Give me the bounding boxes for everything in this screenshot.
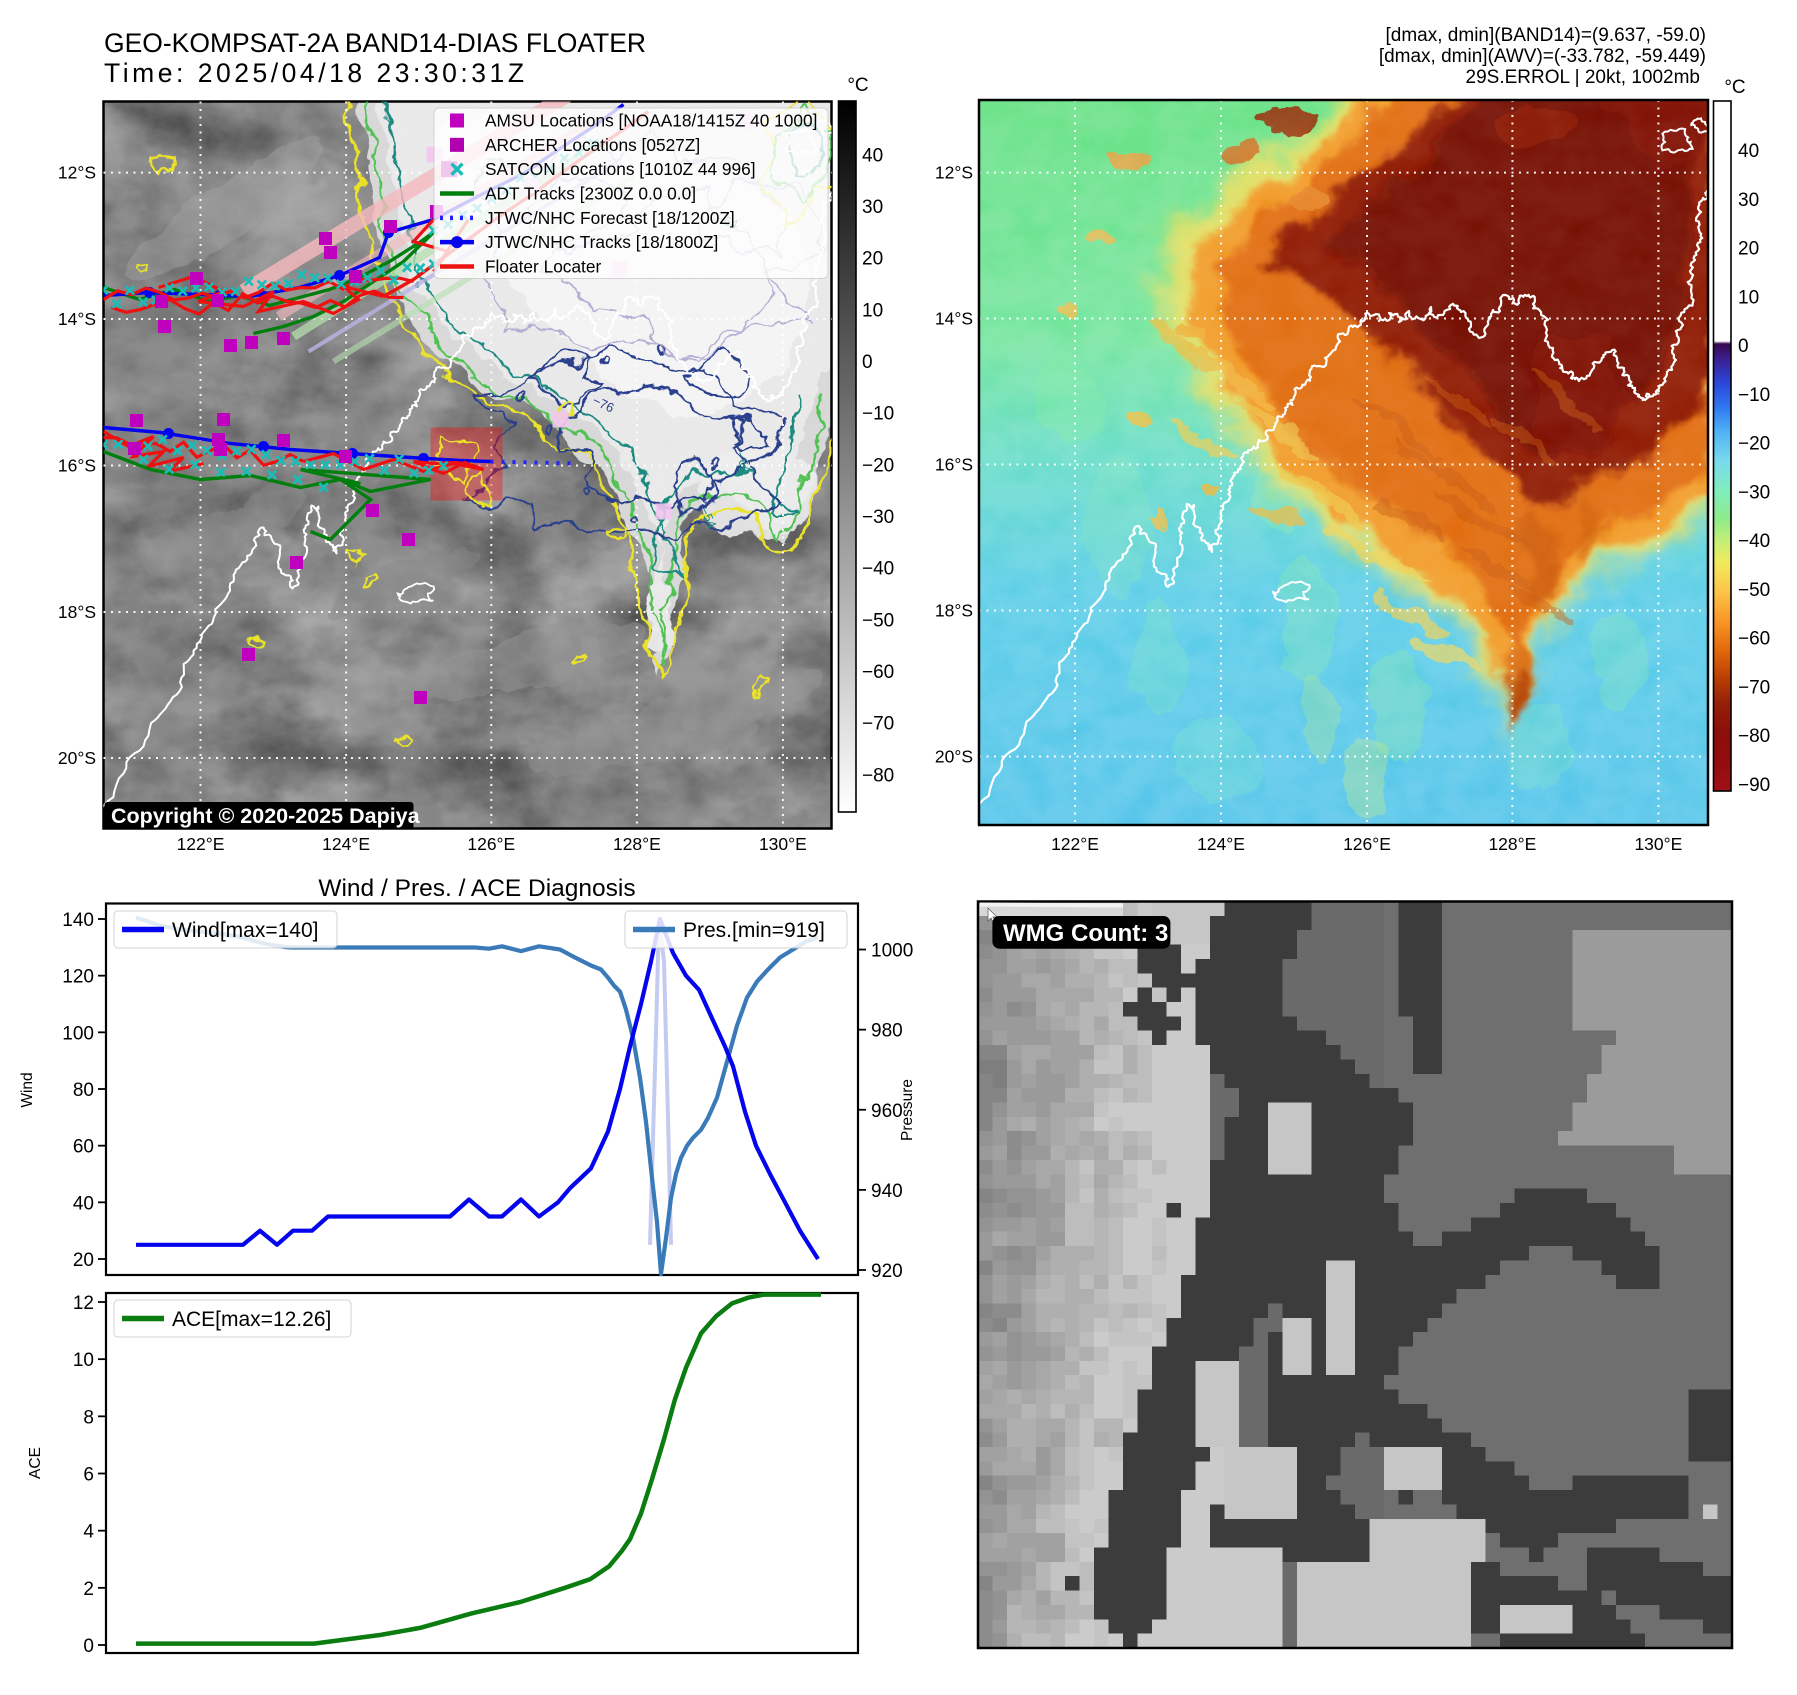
svg-text:0: 0: [1738, 336, 1749, 357]
svg-text:12°S: 12°S: [58, 163, 96, 183]
svg-text:40: 40: [73, 1193, 94, 1214]
svg-text:[dmax, dmin](AWV)=(-33.782, -5: [dmax, dmin](AWV)=(-33.782, -59.449): [1379, 46, 1706, 67]
svg-text:20: 20: [73, 1250, 94, 1271]
svg-text:130°E: 130°E: [759, 834, 807, 854]
svg-text:−70: −70: [862, 714, 894, 735]
svg-text:−70: −70: [1738, 677, 1770, 698]
svg-text:2: 2: [83, 1579, 94, 1600]
svg-text:18°S: 18°S: [935, 601, 973, 621]
svg-text:ARCHER Locations [0527Z]: ARCHER Locations [0527Z]: [485, 135, 700, 155]
svg-text:−20: −20: [862, 455, 894, 476]
svg-text:WMG Count: 3: WMG Count: 3: [1003, 920, 1168, 947]
svg-text:−80: −80: [1738, 726, 1770, 747]
svg-text:18°S: 18°S: [58, 602, 96, 622]
svg-text:29S.ERROL | 20kt, 1002mb: 29S.ERROL | 20kt, 1002mb: [1466, 67, 1700, 88]
svg-text:−30: −30: [1738, 482, 1770, 503]
svg-text:−10: −10: [862, 404, 894, 425]
svg-text:−10: −10: [1738, 385, 1770, 406]
svg-text:100: 100: [62, 1023, 94, 1044]
svg-text:60: 60: [73, 1137, 94, 1158]
svg-text:−50: −50: [862, 610, 894, 631]
svg-text:12°S: 12°S: [935, 163, 973, 183]
svg-text:−60: −60: [1738, 629, 1770, 650]
svg-text:°C: °C: [847, 75, 868, 96]
svg-text:GEO-KOMPSAT-2A BAND14-DIAS FLO: GEO-KOMPSAT-2A BAND14-DIAS FLOATER: [104, 28, 646, 58]
svg-text:120: 120: [62, 967, 94, 988]
svg-text:1000: 1000: [871, 941, 913, 962]
svg-text:16°S: 16°S: [935, 455, 973, 475]
svg-text:920: 920: [871, 1261, 903, 1282]
svg-text:Time: 2025/04/18 23:30:31Z: Time: 2025/04/18 23:30:31Z: [104, 58, 524, 88]
svg-text:960: 960: [871, 1101, 903, 1122]
svg-text:4: 4: [83, 1522, 94, 1543]
svg-text:−50: −50: [1738, 580, 1770, 601]
svg-text:Wind / Pres. / ACE Diagnosis: Wind / Pres. / ACE Diagnosis: [318, 875, 635, 902]
svg-text:128°E: 128°E: [1488, 834, 1536, 854]
svg-text:Pressure: Pressure: [899, 1079, 916, 1141]
svg-text:−20: −20: [1738, 434, 1770, 455]
svg-text:20: 20: [1738, 239, 1759, 260]
svg-text:JTWC/NHC Tracks [18/1800Z]: JTWC/NHC Tracks [18/1800Z]: [485, 232, 718, 252]
svg-text:126°E: 126°E: [1343, 834, 1391, 854]
svg-text:Copyright © 2020-2025 Dapiya: Copyright © 2020-2025 Dapiya: [111, 804, 421, 828]
svg-text:20°S: 20°S: [935, 747, 973, 767]
svg-text:−64: −64: [733, 449, 755, 475]
svg-text:−90: −90: [1738, 775, 1770, 796]
svg-text:14°S: 14°S: [935, 309, 973, 329]
svg-text:−80: −80: [862, 765, 894, 786]
svg-text:80: 80: [73, 1080, 94, 1101]
svg-text:°C: °C: [1724, 77, 1745, 98]
svg-text:122°E: 122°E: [177, 834, 225, 854]
svg-text:40: 40: [1738, 141, 1759, 162]
svg-text:40: 40: [862, 145, 883, 166]
svg-text:124°E: 124°E: [1197, 834, 1245, 854]
svg-text:940: 940: [871, 1181, 903, 1202]
svg-text:140: 140: [62, 910, 94, 931]
svg-text:10: 10: [1738, 287, 1759, 308]
svg-text:−60: −60: [862, 662, 894, 683]
svg-text:10: 10: [862, 300, 883, 321]
svg-text:20°S: 20°S: [58, 748, 96, 768]
svg-text:Wind[max=140]: Wind[max=140]: [172, 919, 319, 942]
svg-text:AMSU Locations [NOAA18/1415Z 4: AMSU Locations [NOAA18/1415Z 40 1000]: [485, 111, 817, 131]
svg-text:0: 0: [862, 352, 873, 373]
svg-text:980: 980: [871, 1021, 903, 1042]
svg-text:0: 0: [83, 1636, 94, 1657]
svg-text:12: 12: [73, 1293, 94, 1314]
svg-text:30: 30: [862, 197, 883, 218]
svg-text:8: 8: [83, 1407, 94, 1428]
svg-text:−30: −30: [862, 507, 894, 528]
svg-text:122°E: 122°E: [1051, 834, 1099, 854]
svg-text:130°E: 130°E: [1634, 834, 1682, 854]
svg-text:30: 30: [1738, 190, 1759, 211]
svg-text:Floater Locater: Floater Locater: [485, 256, 601, 276]
svg-text:ADT Tracks [2300Z 0.0 0.0]: ADT Tracks [2300Z 0.0 0.0]: [485, 183, 696, 203]
svg-text:ACE: ACE: [27, 1447, 44, 1479]
svg-text:−40: −40: [1738, 531, 1770, 552]
svg-text:6: 6: [83, 1465, 94, 1486]
svg-text:−40: −40: [862, 559, 894, 580]
svg-text:[dmax, dmin](BAND14)=(9.637, -: [dmax, dmin](BAND14)=(9.637, -59.0): [1386, 25, 1707, 46]
svg-text:JTWC/NHC Forecast [18/1200Z]: JTWC/NHC Forecast [18/1200Z]: [485, 208, 735, 228]
svg-text:ACE[max=12.26]: ACE[max=12.26]: [172, 1308, 331, 1331]
svg-text:124°E: 124°E: [322, 834, 370, 854]
svg-text:20: 20: [862, 249, 883, 270]
svg-text:14°S: 14°S: [58, 309, 96, 329]
svg-text:128°E: 128°E: [613, 834, 661, 854]
svg-text:SATCON Locations [1010Z 44 996: SATCON Locations [1010Z 44 996]: [485, 159, 756, 179]
svg-text:126°E: 126°E: [467, 834, 515, 854]
svg-text:Wind: Wind: [19, 1072, 36, 1107]
svg-text:16°S: 16°S: [58, 456, 96, 476]
svg-text:Pres.[min=919]: Pres.[min=919]: [683, 919, 825, 942]
svg-text:10: 10: [73, 1350, 94, 1371]
